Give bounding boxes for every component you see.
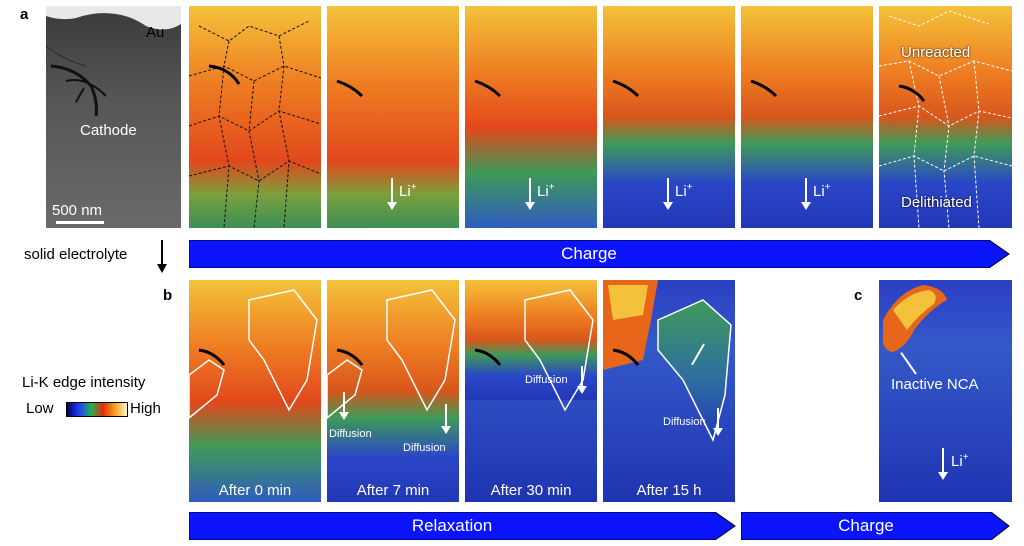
colorbar-title: Li-K edge intensity bbox=[22, 374, 146, 391]
diffusion-label-b3: Diffusion bbox=[525, 374, 568, 386]
panel-letter-a: a bbox=[20, 6, 29, 23]
li-label-a5: Li+ bbox=[813, 182, 831, 200]
caption-b-1: After 0 min bbox=[218, 482, 292, 499]
li-arrow-a2 bbox=[391, 178, 393, 208]
panel-letter-c: c bbox=[854, 287, 863, 304]
map-b-1: After 0 min bbox=[189, 280, 321, 502]
relaxation-banner bbox=[189, 512, 736, 540]
diffusion-arrowhead-b2-left bbox=[339, 412, 349, 420]
map-a-2: Li+ bbox=[327, 6, 459, 228]
li-label-c: Li+ bbox=[951, 452, 969, 470]
diffusion-arrowhead-b2-right bbox=[441, 426, 451, 434]
diffusion-arrowhead-b4 bbox=[713, 428, 723, 436]
map-a-4: Li+ bbox=[603, 6, 735, 228]
charge-banner-c-label: Charge bbox=[838, 516, 894, 535]
colorbar bbox=[66, 402, 128, 417]
map-a-6: Unreacted Delithiated bbox=[879, 6, 1012, 228]
scale-bar-label: 500 nm bbox=[52, 202, 103, 219]
li-arrow-c bbox=[942, 448, 944, 478]
diffusion-label-b2-right: Diffusion bbox=[403, 442, 446, 454]
li-arrowhead-a3 bbox=[525, 202, 535, 210]
map-b-4: Diffusion After 15 h bbox=[603, 280, 735, 502]
charge-banner-c bbox=[741, 512, 1010, 540]
inactive-nca-label: Inactive NCA bbox=[891, 376, 979, 393]
diffusion-arrowhead-b3 bbox=[577, 386, 587, 394]
map-b-2: Diffusion Diffusion After 7 min bbox=[327, 280, 459, 502]
relaxation-banner-label: Relaxation bbox=[411, 516, 493, 535]
charge-banner-a bbox=[189, 240, 1010, 268]
sem-cathode-label: Cathode bbox=[80, 122, 137, 139]
unreacted-label: Unreacted bbox=[901, 44, 971, 61]
caption-b-2: After 7 min bbox=[356, 482, 430, 499]
li-label-a4: Li+ bbox=[675, 182, 693, 200]
colorbar-low-label: Low bbox=[26, 400, 54, 417]
panel-letter-b: b bbox=[163, 287, 173, 304]
caption-b-4: After 15 h bbox=[636, 482, 702, 499]
caption-b-3: After 30 min bbox=[490, 482, 572, 499]
diffusion-label-b2-left: Diffusion bbox=[329, 428, 372, 440]
li-arrow-a4 bbox=[667, 178, 669, 208]
li-arrow-a3 bbox=[529, 178, 531, 208]
li-arrowhead-a5 bbox=[801, 202, 811, 210]
delithiated-label: Delithiated bbox=[901, 194, 972, 211]
li-arrowhead-c bbox=[938, 472, 948, 480]
li-arrow-a5 bbox=[805, 178, 807, 208]
diffusion-arrow-b3 bbox=[581, 366, 583, 392]
solid-electrolyte-label: solid electrolyte bbox=[24, 246, 128, 263]
diffusion-arrow-b4 bbox=[717, 408, 719, 434]
solid-electrolyte-arrow bbox=[161, 240, 163, 268]
map-b-3: Diffusion After 30 min bbox=[465, 280, 597, 502]
li-label-a2: Li+ bbox=[399, 182, 417, 200]
li-label-a3: Li+ bbox=[537, 182, 555, 200]
map-a-3: Li+ bbox=[465, 6, 597, 228]
map-a-5: Li+ bbox=[741, 6, 873, 228]
li-arrowhead-a4 bbox=[663, 202, 673, 210]
diffusion-arrow-b2-left bbox=[343, 392, 345, 418]
map-c: Inactive NCA Li+ bbox=[879, 280, 1012, 502]
map-a-1 bbox=[189, 6, 321, 228]
sem-au-label: Au bbox=[146, 24, 165, 41]
scale-bar bbox=[56, 221, 104, 224]
diffusion-label-b4: Diffusion bbox=[663, 416, 706, 428]
sem-image: Au Cathode 500 nm bbox=[46, 6, 181, 228]
charge-banner-a-label: Charge bbox=[561, 244, 617, 263]
colorbar-high-label: High bbox=[130, 400, 161, 417]
solid-electrolyte-arrowhead bbox=[157, 264, 167, 273]
diffusion-arrow-b2-right bbox=[445, 404, 447, 432]
li-arrowhead-a2 bbox=[387, 202, 397, 210]
